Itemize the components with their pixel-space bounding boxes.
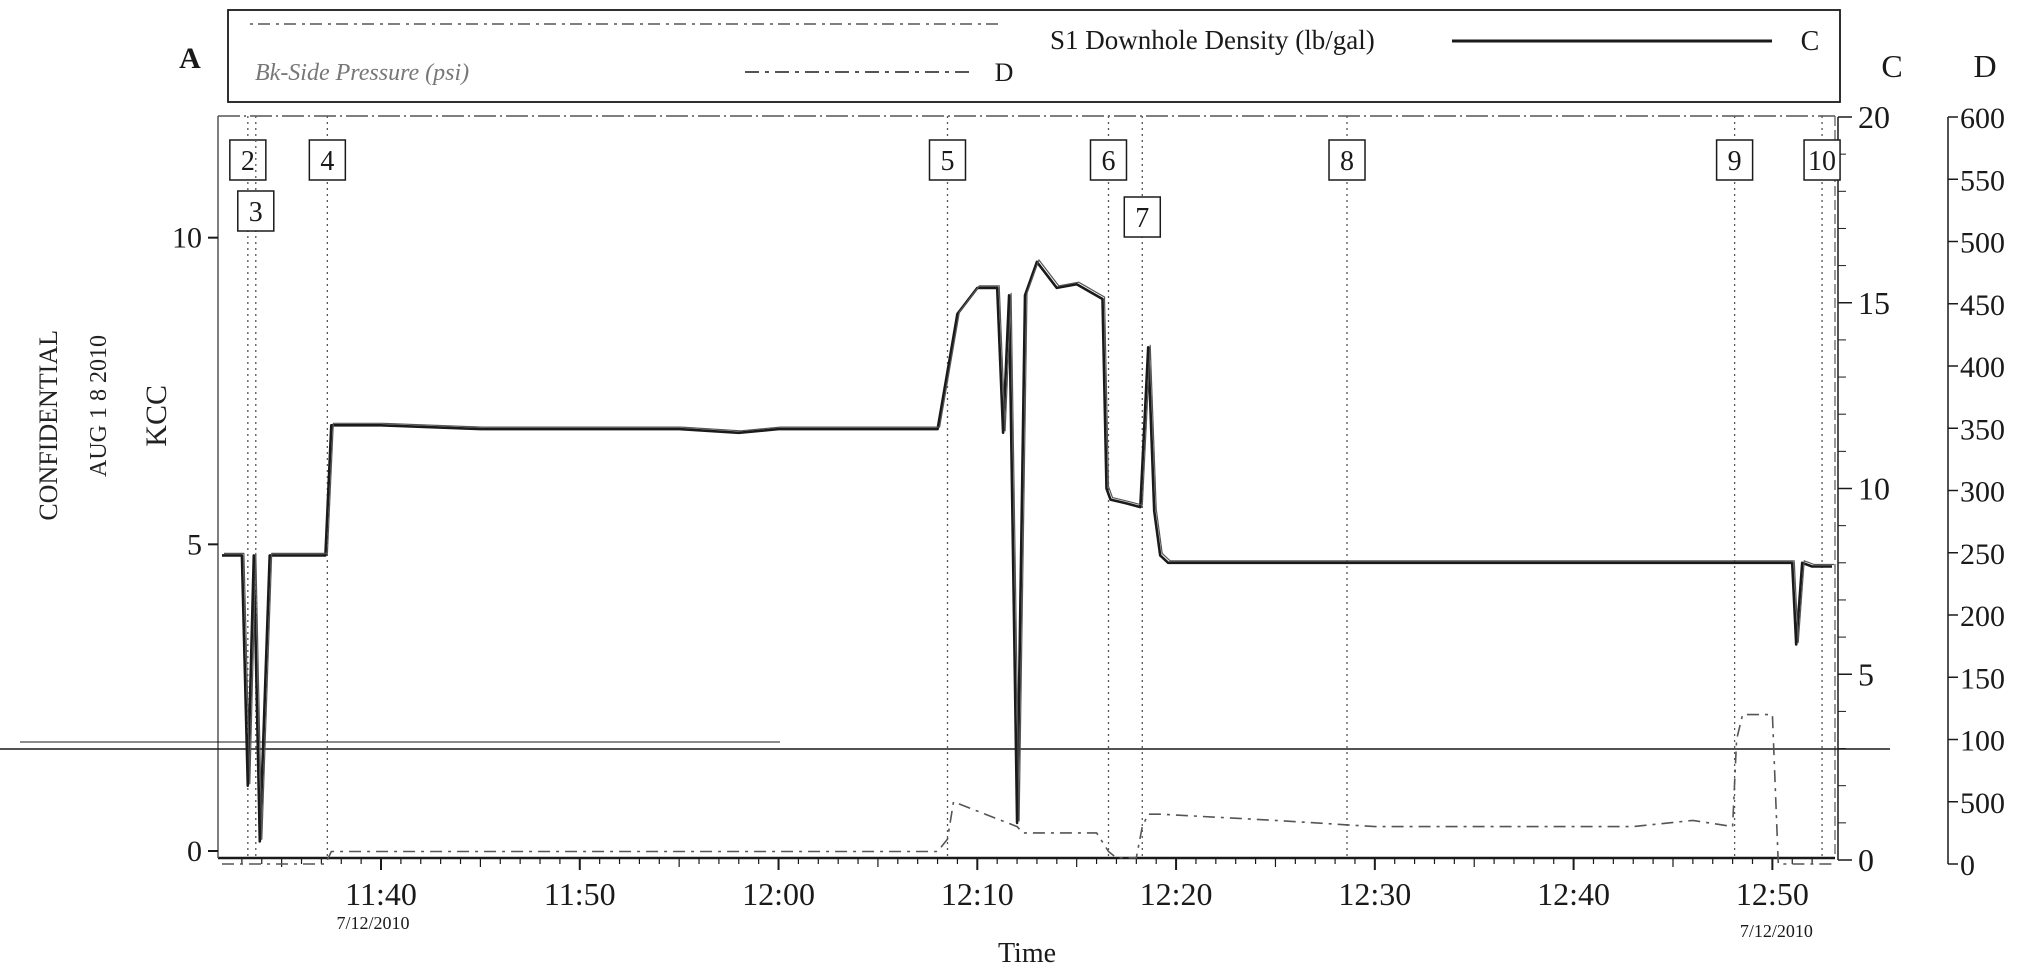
event-marker-label: 3 — [249, 197, 263, 228]
axis-d-tick-label: 450 — [1960, 289, 2005, 322]
event-marker-label: 9 — [1728, 146, 1742, 177]
chart-frame — [0, 115, 1890, 860]
axis-c: C 0 5 10 15 20 — [1837, 48, 1903, 878]
event-marker-box — [1715, 139, 1754, 181]
x-axis: 11:40 11:50 12:00 12:10 12:20 12:30 12:40 12:50… — [241, 858, 1813, 968]
axis-a-tick-label: 5 — [187, 528, 202, 561]
axis-a-tick-label: 0 — [187, 835, 202, 868]
x-date-label-right: 7/12/2010 — [1740, 921, 1813, 941]
axis-c-tick-label: 10 — [1858, 471, 1890, 507]
series-layer — [222, 259, 1834, 865]
legend-entry-pressure: Bk-Side Pressure (psi) — [255, 60, 469, 86]
x-date-label-left: 7/12/2010 — [337, 913, 410, 933]
event-marker-label: 8 — [1340, 146, 1354, 177]
legend-axis-density: C — [1801, 26, 1820, 57]
x-tick-label: 12:10 — [941, 876, 1014, 912]
axis-d-tick-label: 150 — [1960, 662, 2005, 695]
event-marker-label: 4 — [320, 146, 334, 177]
axis-d-tick-label: 550 — [1960, 164, 2005, 197]
kcc-stamp: KCC — [140, 385, 173, 447]
event-marker-label: 6 — [1101, 146, 1115, 177]
axis-a: A 0 5 10 — [172, 42, 218, 868]
axis-d-tick-label: 300 — [1960, 476, 2005, 509]
axis-c-tick-label: 0 — [1858, 842, 1874, 878]
event-marker-box — [229, 139, 267, 181]
axis-c-tick-label: 5 — [1858, 656, 1874, 692]
axis-d-tick-label: 400 — [1960, 351, 2005, 384]
axis-c-tick-label: 15 — [1858, 285, 1890, 321]
legend-entry-density: S1 Downhole Density (lb/gal) — [1050, 25, 1375, 55]
legend: S1 Downhole Density (lb/gal) C Bk-Side Pre… — [227, 9, 1841, 103]
axis-d-tick-label: 500 — [1960, 227, 2005, 260]
axis-d-tick-label: 600 — [1960, 102, 2005, 135]
axis-d-tick-label: 100 — [1960, 725, 2005, 758]
event-marker-label: 2 — [241, 146, 255, 177]
event-markers: 2 3 4 5 67 8 9 10 — [229, 116, 1841, 858]
axis-d-title: D — [1973, 48, 1996, 84]
x-tick-label: 12:30 — [1338, 876, 1411, 912]
axis-d: D 0 500 100 150 200 250 300 350 400 450 500 550 600 — [1947, 48, 2005, 882]
x-axis-title: Time — [998, 938, 1056, 968]
event-marker-box — [1123, 196, 1162, 238]
x-tick-label: 11:40 — [345, 876, 417, 912]
event-marker-box — [237, 190, 275, 232]
event-marker-label: 10 — [1808, 146, 1836, 177]
date-stamp: AUG 1 8 2010 — [86, 335, 112, 477]
series-density-line — [222, 260, 1832, 843]
axis-d-tick-label: 250 — [1960, 538, 2005, 571]
event-marker-box — [1089, 139, 1128, 181]
legend-axis-pressure: D — [995, 58, 1014, 87]
legend-box — [227, 9, 1841, 103]
axis-d-tick-label: 350 — [1960, 413, 2005, 446]
axis-d-tick-label: 500 — [1960, 787, 2005, 820]
event-marker-label: 7 — [1135, 203, 1149, 234]
axis-d-tick-label: 200 — [1960, 600, 2005, 633]
x-tick-label: 12:40 — [1537, 876, 1610, 912]
axis-c-title: C — [1881, 48, 1902, 84]
axis-a-tick-label: 10 — [172, 222, 202, 255]
event-marker-box — [1328, 139, 1366, 181]
axis-d-tick-label: 0 — [1960, 849, 1975, 882]
x-tick-label: 12:00 — [742, 876, 815, 912]
x-tick-label: 12:50 — [1736, 876, 1809, 912]
axis-a-title: A — [179, 42, 201, 75]
event-marker-box — [308, 139, 347, 181]
axis-c-tick-label: 20 — [1858, 99, 1890, 135]
event-marker-box — [928, 139, 967, 181]
series-pressure-line — [222, 713, 1832, 865]
event-marker-label: 5 — [940, 146, 954, 177]
x-tick-label: 12:20 — [1140, 876, 1213, 912]
event-marker-box — [1803, 139, 1841, 181]
confidential-stamp: CONFIDENTIAL — [34, 330, 63, 521]
x-tick-label: 11:50 — [544, 876, 616, 912]
series-density-shadow — [224, 259, 1834, 841]
